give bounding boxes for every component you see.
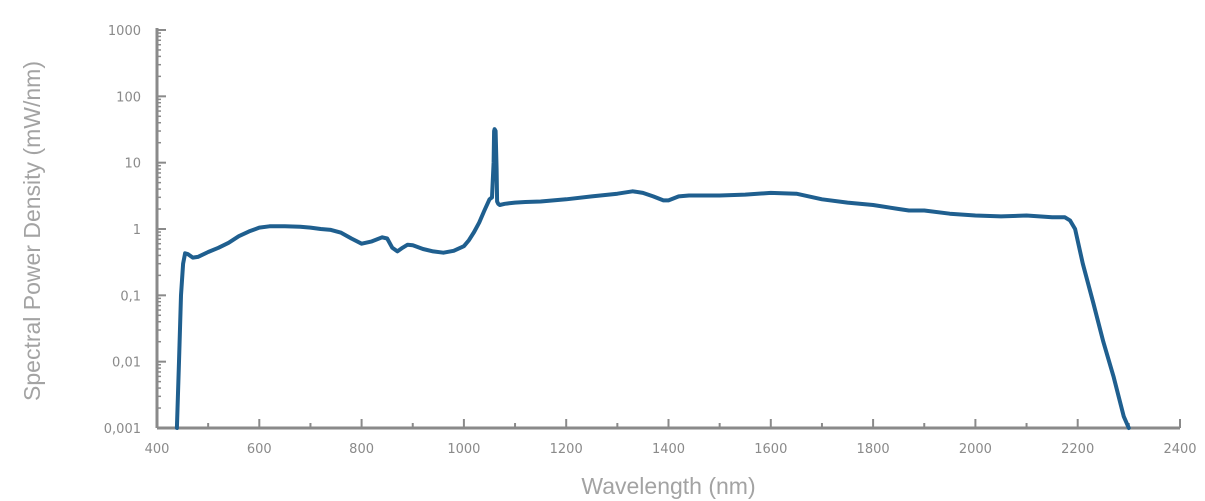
y-tick-label: 0,01 (112, 356, 141, 371)
x-tick-label: 1600 (754, 442, 787, 457)
x-axis-ticks: 400 600 800 1000 1200 1400 1600 1800 2000 2200 240… (145, 419, 1197, 457)
y-tick-label: 1 (133, 223, 141, 238)
x-tick-label: 1800 (857, 442, 890, 457)
x-tick-label: 2000 (959, 442, 992, 457)
y-tick-label: 10 (124, 157, 141, 172)
x-tick-label: 800 (349, 442, 374, 457)
y-tick-label: 100 (116, 90, 141, 105)
y-axis-title: Spectral Power Density (mW/nm) (19, 61, 45, 401)
spectrum-line (174, 127, 1131, 430)
y-tick-label: 0,001 (104, 422, 141, 437)
x-tick-label: 400 (145, 442, 170, 457)
y-tick-label: 0,1 (120, 289, 141, 304)
x-tick-label: 2400 (1163, 442, 1196, 457)
y-axis-ticks: 0,001 0,01 0,1 1 10 100 1000 (104, 24, 166, 437)
x-tick-label: 1400 (652, 442, 685, 457)
y-tick-label: 1000 (108, 24, 141, 39)
x-tick-label: 600 (247, 442, 272, 457)
x-tick-label: 1200 (550, 442, 583, 457)
x-tick-label: 2200 (1061, 442, 1094, 457)
x-tick-label: 1000 (447, 442, 480, 457)
x-axis-title: Wavelength (nm) (581, 473, 755, 499)
